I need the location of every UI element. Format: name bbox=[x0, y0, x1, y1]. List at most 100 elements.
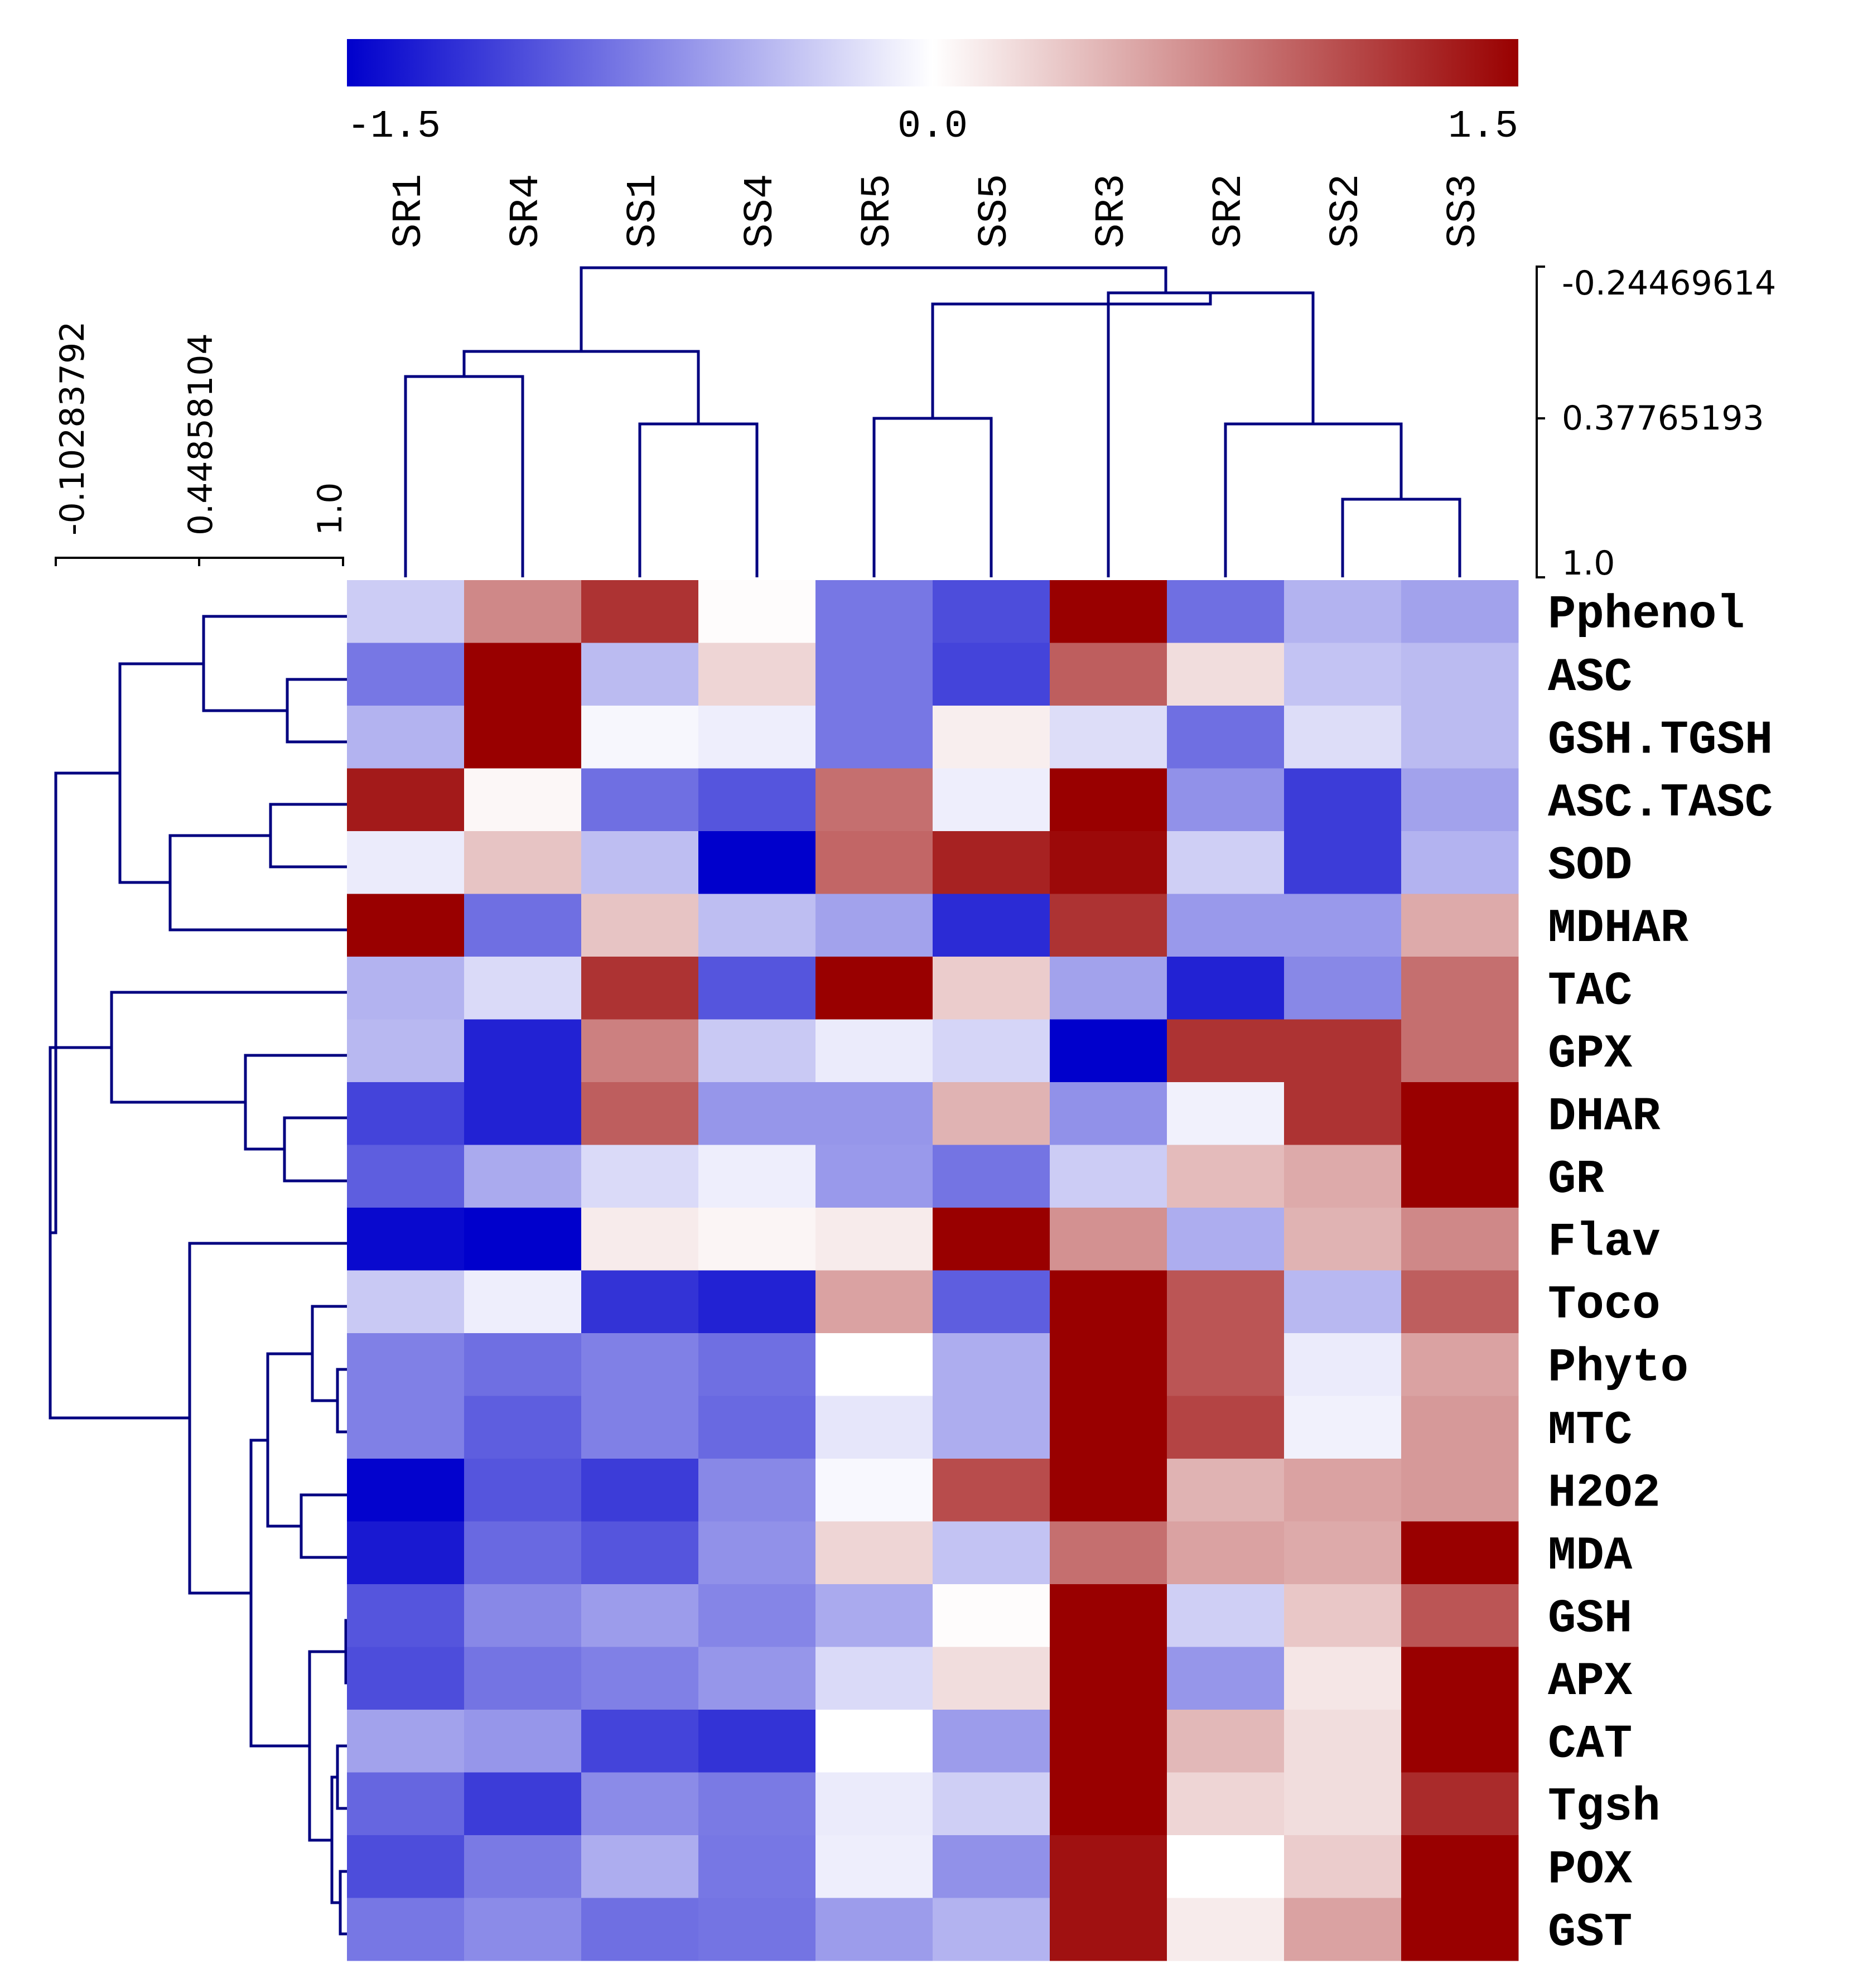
heatmap-cell-asc-tasc-sr1 bbox=[347, 768, 465, 832]
row-dendro-pphenol bbox=[202, 615, 347, 712]
heatmap-cell-dhar-sr2 bbox=[1167, 1082, 1285, 1145]
heatmap-cell-gpx-ss5 bbox=[933, 1019, 1050, 1083]
heatmap-cell-cat-ss1 bbox=[581, 1710, 699, 1773]
heatmap-cell-pox-sr1 bbox=[347, 1835, 465, 1898]
row-dendro-top-group bbox=[118, 662, 204, 884]
heatmap-cell-tac-sr5 bbox=[815, 957, 933, 1020]
heatmap-cell-gsh-sr5 bbox=[815, 1584, 933, 1647]
heatmap-cell-mdhar-ss5 bbox=[933, 894, 1050, 957]
heatmap-cell-asc-tasc-sr3 bbox=[1050, 768, 1167, 832]
heatmap-cell-gsh-ss2 bbox=[1284, 1584, 1402, 1647]
heatmap-cell-mda-sr2 bbox=[1167, 1521, 1285, 1585]
heatmap-cell-dhar-ss4 bbox=[698, 1082, 816, 1145]
heatmap-cell-cat-sr2 bbox=[1167, 1710, 1285, 1773]
row-dendro-lower-join bbox=[249, 1439, 310, 1748]
heatmap-cell-pox-sr4 bbox=[464, 1835, 582, 1898]
heatmap-cell-asc-tasc-sr5 bbox=[815, 768, 933, 832]
col-scale-label-top: -0.24469614 bbox=[1562, 264, 1776, 303]
heatmap-cell-toco-sr5 bbox=[815, 1270, 933, 1334]
heatmap-cell-dhar-sr3 bbox=[1050, 1082, 1167, 1145]
heatmap-cell-gsh-ss4 bbox=[698, 1584, 816, 1647]
heatmap-cell-gst-sr3 bbox=[1050, 1898, 1167, 1961]
row-dendro-toco-h2o2 bbox=[266, 1352, 312, 1528]
heatmap-cell-flav-sr1 bbox=[347, 1208, 465, 1271]
heatmap-cell-gr-sr1 bbox=[347, 1145, 465, 1208]
row-dendro-asctasc-sod bbox=[269, 803, 347, 868]
heatmap-cell-phyto-ss1 bbox=[581, 1333, 699, 1396]
heatmap-cell-apx-sr5 bbox=[815, 1647, 933, 1710]
row-scale-label-mid: 0.44858104 bbox=[181, 333, 220, 535]
heatmap-cell-tgsh-sr2 bbox=[1167, 1772, 1285, 1836]
heatmap-cell-tac-ss5 bbox=[933, 957, 1050, 1020]
heatmap-cell-gst-ss4 bbox=[698, 1898, 816, 1961]
column-label: SR3 bbox=[1089, 174, 1136, 248]
heatmap-cell-pphenol-ss4 bbox=[698, 580, 816, 643]
column-label: SR5 bbox=[855, 174, 901, 248]
heatmap-cells bbox=[347, 580, 1519, 1961]
heatmap-cell-pphenol-ss5 bbox=[933, 580, 1050, 643]
heatmap-cell-gst-sr1 bbox=[347, 1898, 465, 1961]
heatmap-cell-apx-sr1 bbox=[347, 1647, 465, 1710]
heatmap-cell-cat-sr4 bbox=[464, 1710, 582, 1773]
heatmap-cell-h2o2-ss5 bbox=[933, 1459, 1050, 1522]
heatmap-cell-gsh-tgsh-sr3 bbox=[1050, 706, 1167, 769]
heatmap-cell-dhar-sr1 bbox=[347, 1082, 465, 1145]
heatmap-cell-pphenol-ss1 bbox=[581, 580, 699, 643]
heatmap-cell-phyto-sr3 bbox=[1050, 1333, 1167, 1396]
heatmap-cell-apx-ss2 bbox=[1284, 1647, 1402, 1710]
row-dendro-asc-gsh bbox=[286, 678, 347, 744]
heatmap-cell-flav-ss3 bbox=[1401, 1208, 1519, 1271]
heatmap-cell-pphenol-sr5 bbox=[815, 580, 933, 643]
row-dendro-tac bbox=[110, 991, 347, 1104]
heatmap-cell-apx-sr4 bbox=[464, 1647, 582, 1710]
heatmap-cell-tgsh-ss1 bbox=[581, 1772, 699, 1836]
heatmap-cell-asc-sr2 bbox=[1167, 643, 1285, 706]
heatmap-cell-sod-sr1 bbox=[347, 831, 465, 894]
heatmap-cell-h2o2-ss2 bbox=[1284, 1459, 1402, 1522]
heatmap-cell-toco-ss3 bbox=[1401, 1270, 1519, 1334]
heatmap-cell-toco-ss2 bbox=[1284, 1270, 1402, 1334]
heatmap-cell-pox-sr3 bbox=[1050, 1835, 1167, 1898]
heatmap-cell-mda-ss5 bbox=[933, 1521, 1050, 1585]
heatmap-cell-pox-sr2 bbox=[1167, 1835, 1285, 1898]
heatmap-cell-asc-tasc-sr2 bbox=[1167, 768, 1285, 832]
heatmap-cell-gsh-tgsh-ss2 bbox=[1284, 706, 1402, 769]
heatmap-cell-gr-ss2 bbox=[1284, 1145, 1402, 1208]
row-dendro-h2o2-mda bbox=[300, 1493, 347, 1559]
col-dendro-branch-right bbox=[931, 293, 1212, 418]
heatmap-cell-cat-sr3 bbox=[1050, 1710, 1167, 1773]
heatmap-cell-h2o2-sr4 bbox=[464, 1459, 582, 1522]
heatmap-cell-gpx-sr2 bbox=[1167, 1019, 1285, 1083]
column-label: SR4 bbox=[503, 174, 550, 248]
row-dendro-pox-gst bbox=[339, 1870, 347, 1936]
heatmap-cell-gsh-sr3 bbox=[1050, 1584, 1167, 1647]
row-label: CAT bbox=[1548, 1718, 1632, 1771]
color-scale: -1.5 0.0 1.5 bbox=[347, 39, 1518, 149]
row-scale-axis bbox=[55, 557, 344, 566]
row-label: H2O2 bbox=[1548, 1467, 1661, 1520]
row-scale-label-left: -0.10283792 bbox=[53, 321, 92, 535]
heatmap-cell-gpx-ss2 bbox=[1284, 1019, 1402, 1083]
heatmap-cell-apx-ss4 bbox=[698, 1647, 816, 1710]
heatmap-cell-gsh-ss3 bbox=[1401, 1584, 1519, 1647]
heatmap-cell-pphenol-sr3 bbox=[1050, 580, 1167, 643]
heatmap-cell-h2o2-sr5 bbox=[815, 1459, 933, 1522]
heatmap-cell-mtc-sr1 bbox=[347, 1396, 465, 1459]
col-dendro-branch-sr-ss-left bbox=[462, 350, 700, 424]
row-label: Pphenol bbox=[1548, 588, 1745, 641]
heatmap-cell-sod-sr5 bbox=[815, 831, 933, 894]
heatmap-cell-tac-sr4 bbox=[464, 957, 582, 1020]
heatmap-cell-asc-sr4 bbox=[464, 643, 582, 706]
heatmap-cell-mdhar-sr3 bbox=[1050, 894, 1167, 957]
heatmap-cell-pphenol-sr2 bbox=[1167, 580, 1285, 643]
heatmap-cell-gst-ss1 bbox=[581, 1898, 699, 1961]
heatmap-cell-phyto-sr1 bbox=[347, 1333, 465, 1396]
heatmap-cell-mdhar-sr5 bbox=[815, 894, 933, 957]
heatmap-cell-asc-ss5 bbox=[933, 643, 1050, 706]
heatmap-cell-mtc-ss4 bbox=[698, 1396, 816, 1459]
heatmap-cell-phyto-ss4 bbox=[698, 1333, 816, 1396]
heatmap-cell-mdhar-ss4 bbox=[698, 894, 816, 957]
heatmap-cell-asc-tasc-ss1 bbox=[581, 768, 699, 832]
heatmap-cell-cat-ss2 bbox=[1284, 1710, 1402, 1773]
col-dendro-branch-ss2-ss3 bbox=[1341, 498, 1461, 577]
